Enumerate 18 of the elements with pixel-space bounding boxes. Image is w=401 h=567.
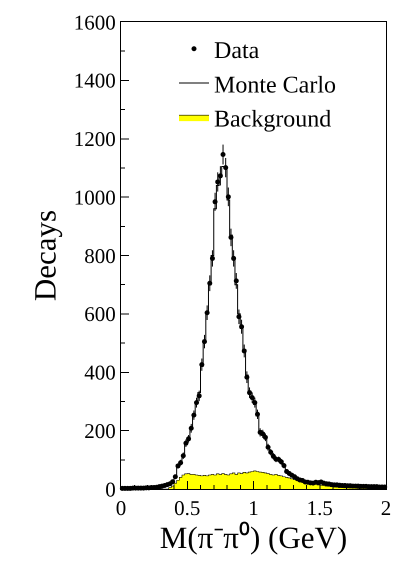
legend-label: Background xyxy=(214,106,332,133)
x-tick-label: 1 xyxy=(248,496,259,520)
y-tick-label: 400 xyxy=(84,360,116,385)
y-tick-label: 600 xyxy=(84,302,116,326)
y-axis-title: Decays xyxy=(27,210,62,302)
y-tick-label: 800 xyxy=(84,244,116,268)
x-axis-title: M(π⁻π⁰) (GeV) xyxy=(160,520,348,556)
legend-label: Monte Carlo xyxy=(214,72,336,98)
y-tick-label: 1600 xyxy=(74,10,116,34)
x-tick-label: 2 xyxy=(380,496,392,520)
y-tick-label: 200 xyxy=(84,418,116,443)
x-tick-label: 0.5 xyxy=(174,496,200,520)
y-tick-label: 1400 xyxy=(74,68,116,93)
y-tick-label: 1200 xyxy=(74,127,116,152)
x-tick-label: 1.5 xyxy=(306,496,333,520)
y-tick-label: 0 xyxy=(105,477,116,502)
y-tick-label: 1000 xyxy=(74,185,116,210)
legend-label: Data xyxy=(214,38,260,64)
